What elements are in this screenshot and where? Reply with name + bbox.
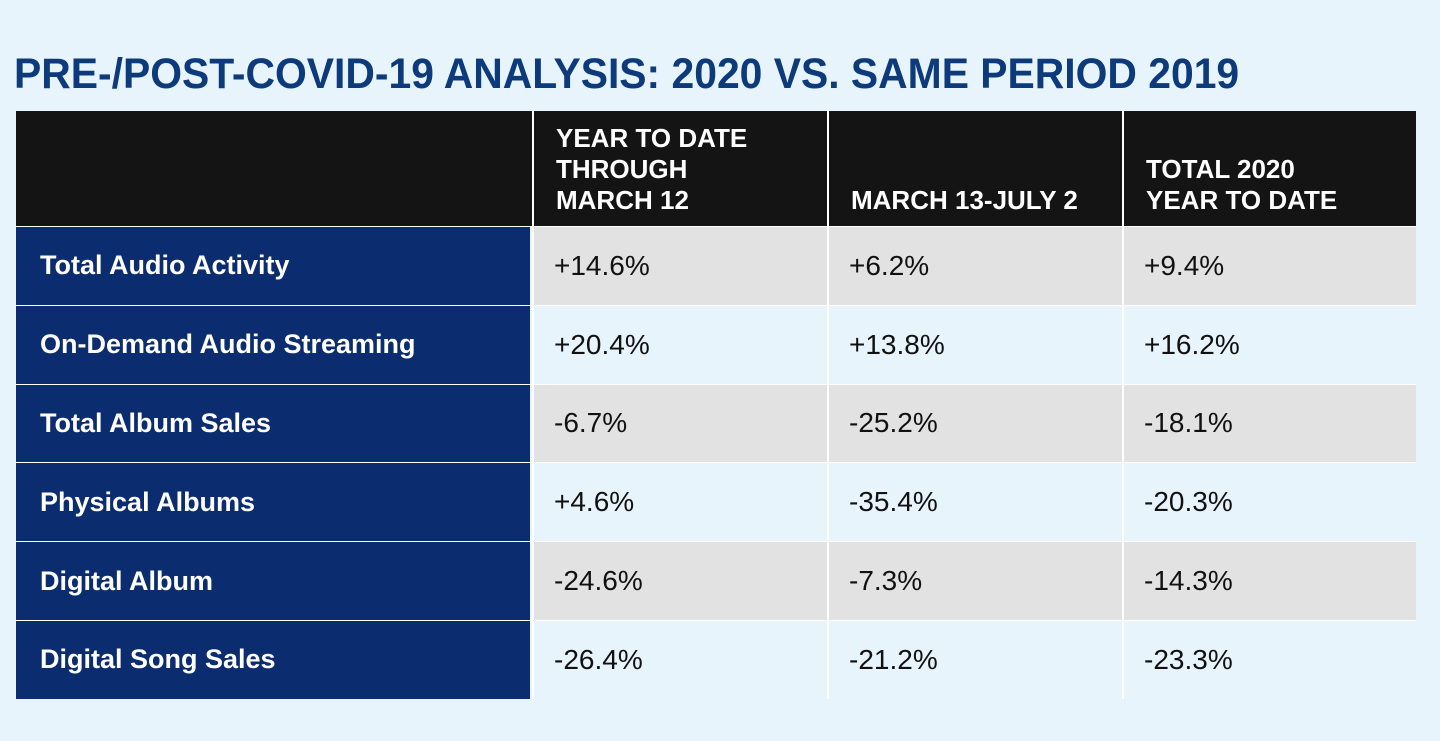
table-row: Physical Albums +4.6% -35.4% -20.3%: [16, 462, 1416, 542]
value-cell: -6.7%: [532, 384, 827, 463]
table-row: On-Demand Audio Streaming +20.4% +13.8% +16…: [16, 304, 1416, 384]
value-cell: -24.6%: [532, 542, 827, 620]
value-cell: -35.4%: [827, 463, 1122, 542]
header-cell-ytd-march-12: YEAR TO DATE THROUGH MARCH 12: [532, 111, 827, 226]
value-cell: -21.2%: [827, 621, 1122, 699]
header-cell-march-13-july-2: MARCH 13-JULY 2: [827, 111, 1122, 226]
row-label: Total Album Sales: [16, 384, 530, 463]
value-cell: -18.1%: [1122, 384, 1416, 463]
value-cell: +9.4%: [1122, 227, 1416, 305]
value-cell: -7.3%: [827, 542, 1122, 620]
row-label: On-Demand Audio Streaming: [16, 305, 530, 384]
table-row: Digital Album -24.6% -7.3% -14.3%: [16, 541, 1416, 620]
header-cell-blank: [16, 111, 532, 226]
row-label: Total Audio Activity: [16, 227, 530, 305]
value-cell: -23.3%: [1122, 621, 1416, 699]
value-cell: +20.4%: [532, 305, 827, 384]
table-header-row: YEAR TO DATE THROUGH MARCH 12 MARCH 13-J…: [16, 111, 1416, 226]
value-cell: +13.8%: [827, 305, 1122, 384]
row-label: Digital Song Sales: [16, 621, 530, 699]
page-title: PRE-/POST-COVID-19 ANALYSIS: 2020 VS. SA…: [14, 50, 1240, 98]
value-cell: +6.2%: [827, 227, 1122, 305]
value-cell: -26.4%: [532, 621, 827, 699]
table-row: Total Audio Activity +14.6% +6.2% +9.4%: [16, 226, 1416, 305]
row-label: Physical Albums: [16, 463, 530, 542]
table-row: Total Album Sales -6.7% -25.2% -18.1%: [16, 383, 1416, 463]
value-cell: -25.2%: [827, 384, 1122, 463]
value-cell: +16.2%: [1122, 305, 1416, 384]
row-label: Digital Album: [16, 542, 530, 620]
table-row: Digital Song Sales -26.4% -21.2% -23.3%: [16, 620, 1416, 699]
value-cell: -14.3%: [1122, 542, 1416, 620]
header-cell-total-2020-ytd: TOTAL 2020 YEAR TO DATE: [1122, 111, 1416, 226]
data-table: YEAR TO DATE THROUGH MARCH 12 MARCH 13-J…: [16, 111, 1416, 699]
value-cell: -20.3%: [1122, 463, 1416, 542]
value-cell: +14.6%: [532, 227, 827, 305]
value-cell: +4.6%: [532, 463, 827, 542]
